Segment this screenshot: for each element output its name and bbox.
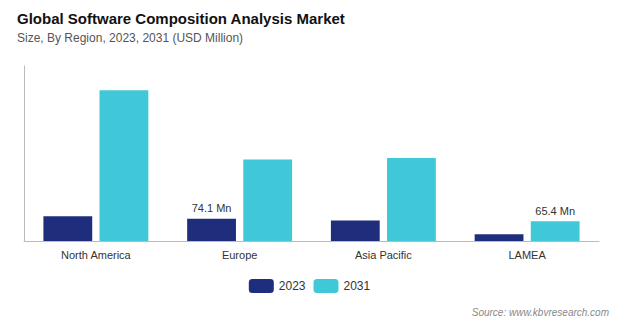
svg-text:65.4 Mn: 65.4 Mn — [535, 205, 575, 217]
svg-text:2023: 2023 — [279, 279, 306, 293]
svg-text:Size, By Region, 2023, 2031 (U: Size, By Region, 2023, 2031 (USD Million… — [17, 31, 243, 45]
svg-text:2031: 2031 — [344, 279, 371, 293]
svg-text:Source: www.kbvresearch.com: Source: www.kbvresearch.com — [472, 307, 609, 318]
svg-text:Global Software Composition An: Global Software Composition Analysis Mar… — [17, 10, 345, 27]
svg-text:Europe: Europe — [222, 249, 257, 261]
svg-text:74.1 Mn: 74.1 Mn — [192, 202, 232, 214]
svg-text:Asia Pacific: Asia Pacific — [355, 249, 412, 261]
svg-text:LAMEA: LAMEA — [508, 249, 546, 261]
svg-text:North America: North America — [61, 249, 132, 261]
